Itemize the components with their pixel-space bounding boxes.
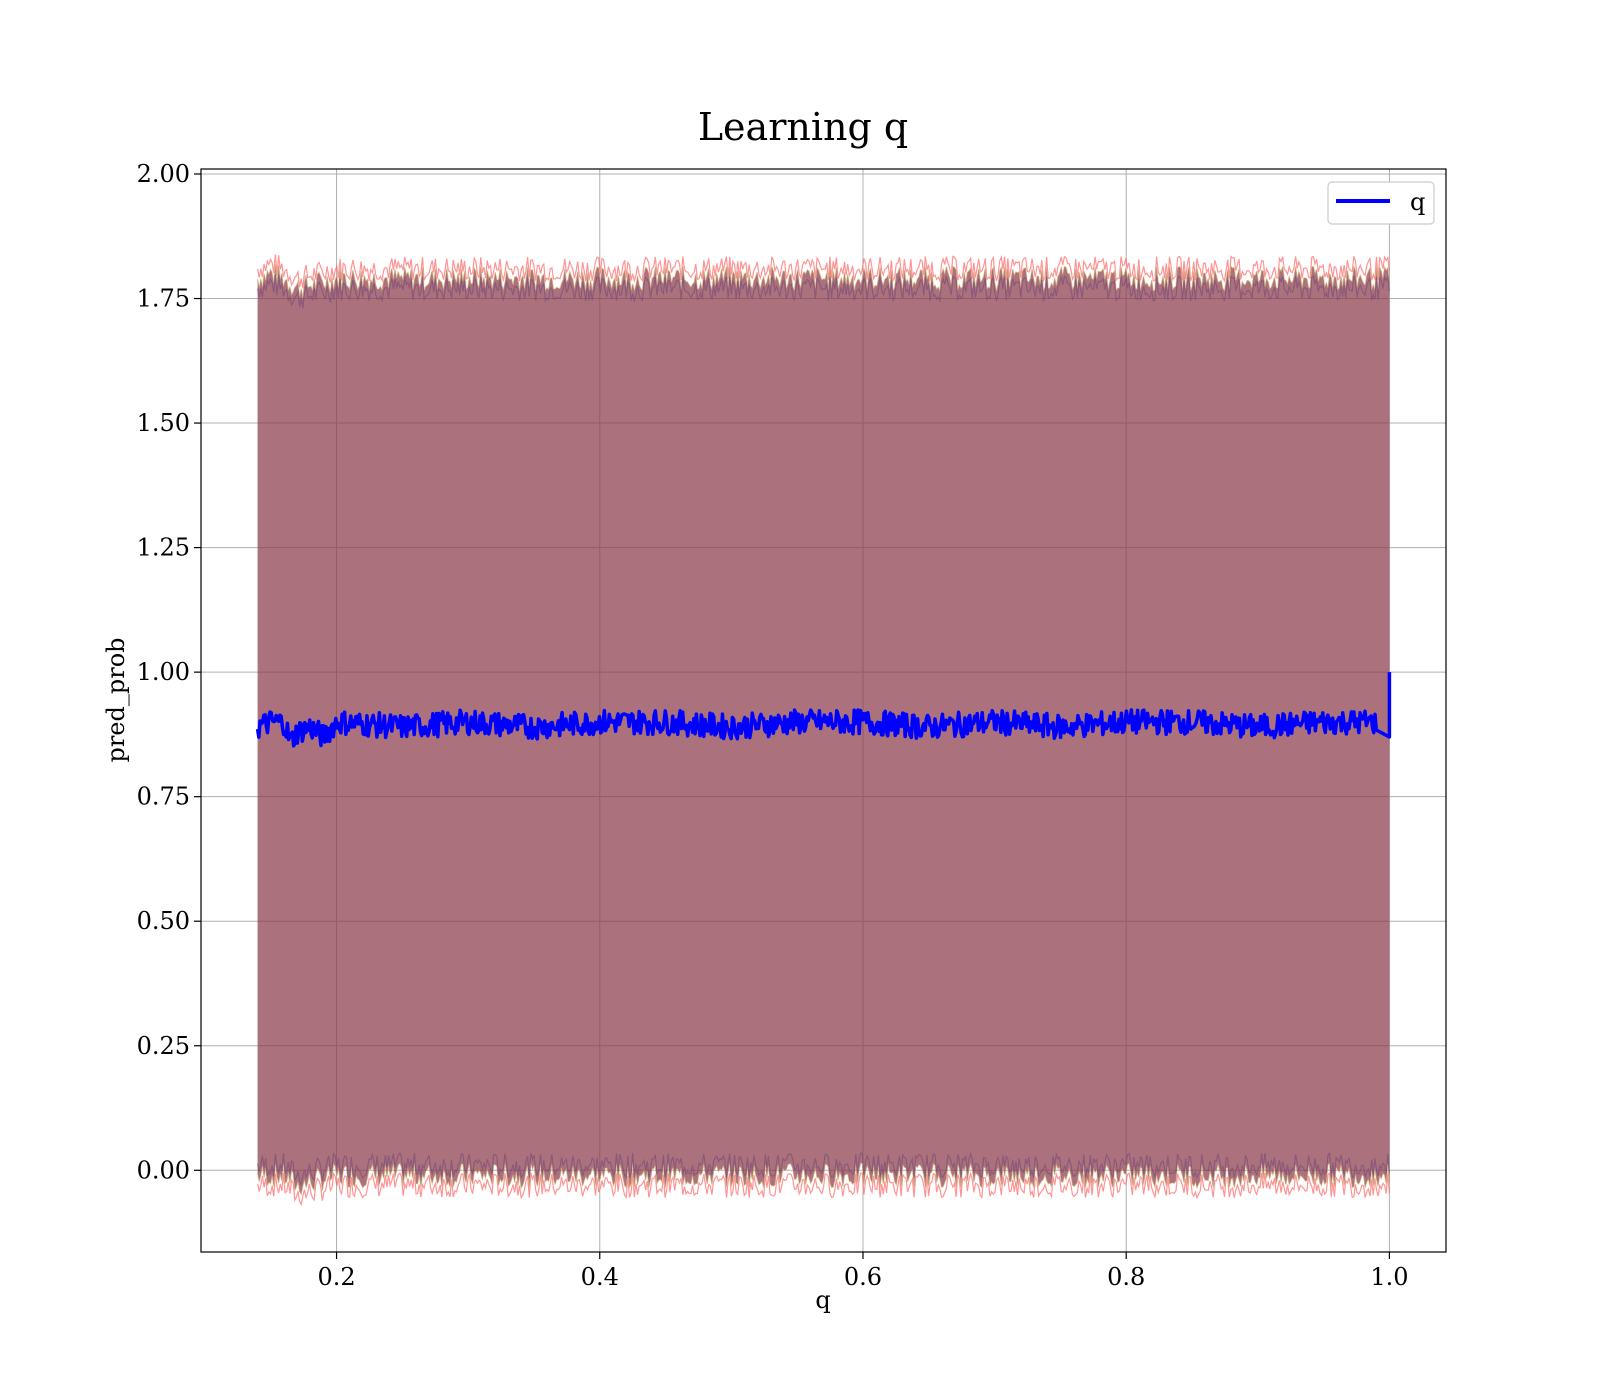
y-tick-label: 0.75 (137, 783, 190, 811)
y-tick-label: 2.00 (137, 160, 190, 188)
plot-area (200, 168, 1447, 1253)
upper-band-edge-mid (257, 264, 1391, 299)
series-layer (255, 672, 1392, 748)
lower-band-edge-mid (257, 1161, 1391, 1197)
y-tick-label: 1.50 (137, 409, 190, 437)
y-axis-label: pred_prob (102, 637, 130, 762)
lower-band-edge-inner (257, 1151, 1391, 1187)
y-tick-label: 1.25 (137, 534, 190, 562)
x-axis-ticks: 0.2 0.4 0.6 0.8 1.0 (317, 1252, 1408, 1291)
legend-label-q: q (1410, 188, 1425, 216)
x-tick-label: 1.0 (1370, 1263, 1408, 1291)
axes-frame (200, 168, 1447, 1253)
lower-band-edge-outer (257, 1171, 1391, 1207)
x-tick-label: 0.6 (844, 1263, 882, 1291)
y-tick-label: 0.25 (137, 1032, 190, 1060)
series-line-q (255, 672, 1392, 748)
uncertainty-band-fill (257, 264, 1390, 1195)
upper-band-edge-outer (257, 254, 1391, 289)
chart-title: Learning q (698, 105, 908, 149)
uncertainty-band-layer (257, 254, 1391, 1207)
x-tick-label: 0.8 (1107, 1263, 1145, 1291)
y-tick-label: 1.00 (137, 658, 190, 686)
y-tick-label: 1.75 (137, 285, 190, 313)
x-axis-label: q (815, 1286, 830, 1314)
x-tick-label: 0.2 (317, 1263, 355, 1291)
legend: q (1327, 181, 1435, 225)
y-tick-label: 0.00 (137, 1156, 190, 1184)
upper-band-edge-inner (257, 274, 1391, 309)
y-axis-ticks: 0.00 0.25 0.50 0.75 1.00 1.25 1.50 1.75 2.00 (137, 160, 201, 1184)
y-tick-label: 0.50 (137, 907, 190, 935)
x-tick-label: 0.4 (581, 1263, 619, 1291)
